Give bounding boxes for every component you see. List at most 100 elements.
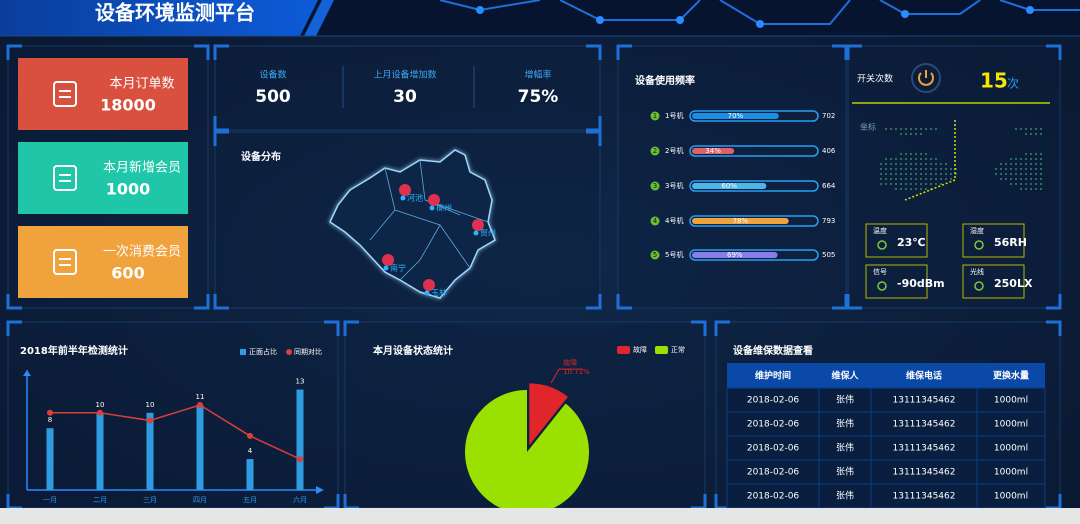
world-dot (910, 128, 912, 130)
world-dot (930, 178, 932, 180)
table-cell: 13111345462 (893, 444, 956, 454)
kpi-card (18, 58, 188, 130)
world-dot (925, 158, 927, 160)
kpi-icon (53, 165, 77, 191)
world-dot (1035, 168, 1037, 170)
usage-name: 5号机 (665, 250, 683, 259)
world-dot (1020, 158, 1022, 160)
legend-swatch (655, 346, 668, 354)
bar (96, 412, 104, 490)
bar (146, 412, 154, 490)
table-header-cell: 更换水量 (993, 370, 1029, 382)
usage-index: 4 (653, 217, 658, 225)
world-dot (905, 183, 907, 185)
header-stripe (304, 0, 334, 36)
header-nodes (476, 6, 1034, 28)
world-dot (925, 128, 927, 130)
world-dot (1030, 178, 1032, 180)
panel-corner (616, 44, 632, 60)
kpi-card (18, 226, 188, 298)
world-dot (1030, 133, 1032, 135)
world-dot (935, 163, 937, 165)
world-dot (910, 183, 912, 185)
world-dot (880, 178, 882, 180)
world-dot (1025, 163, 1027, 165)
switch-unit: 次 (1007, 77, 1019, 91)
world-dot (950, 168, 952, 170)
legend-label: 同期对比 (294, 347, 322, 356)
usage-name: 2号机 (665, 146, 683, 155)
world-dot (1035, 153, 1037, 155)
world-dot (915, 178, 917, 180)
world-dot (1015, 128, 1017, 130)
world-dot (1030, 168, 1032, 170)
table-row (726, 459, 1046, 485)
stat-label: 设备数 (259, 69, 286, 81)
usage-track (689, 145, 819, 157)
bar-label: 4 (248, 447, 253, 455)
world-dot (885, 163, 887, 165)
world-dot (945, 168, 947, 170)
world-dot (1020, 168, 1022, 170)
world-dot (900, 178, 902, 180)
world-dot (925, 178, 927, 180)
bar-label: 11 (196, 393, 205, 401)
kpi-label: 本月订单数 (109, 77, 174, 92)
map-pin (382, 254, 394, 266)
map-pin (428, 194, 440, 206)
table-cell: 13111345462 (893, 468, 956, 478)
sensor-value: 250LX (994, 277, 1033, 290)
usage-percent: 60% (721, 182, 737, 190)
map-dot (429, 205, 435, 211)
world-dot (1020, 183, 1022, 185)
table-cell: 1000ml (994, 444, 1028, 454)
chart-title: 本月设备状态统计 (373, 344, 453, 357)
bar-label: 13 (296, 378, 305, 386)
world-dot (1040, 168, 1042, 170)
usage-index-dot (650, 250, 660, 260)
usage-index: 3 (653, 182, 657, 190)
sensor-label: 温度 (873, 226, 887, 235)
world-dot (885, 128, 887, 130)
panel-corner (6, 294, 22, 310)
world-dot (935, 128, 937, 130)
world-dot (1025, 183, 1027, 185)
panel (617, 45, 847, 309)
table-cell: 2018-02-06 (747, 396, 800, 406)
world-dot (930, 168, 932, 170)
usage-percent: 78% (733, 217, 749, 225)
usage-bar (692, 218, 789, 224)
world-dot (1015, 168, 1017, 170)
world-dot (950, 178, 952, 180)
table-cell: 2018-02-06 (747, 444, 800, 454)
map-dot (383, 265, 389, 271)
world-dot (1040, 153, 1042, 155)
bar (296, 389, 304, 490)
sensor-icon (877, 240, 887, 250)
world-dot (880, 163, 882, 165)
world-dot (915, 153, 917, 155)
world-dot (885, 168, 887, 170)
table-cell: 13111345462 (893, 420, 956, 430)
usage-index: 5 (653, 251, 657, 259)
world-dot (900, 133, 902, 135)
world-dot (1040, 178, 1042, 180)
sensor-label: 光线 (970, 267, 984, 276)
panel (847, 45, 1061, 309)
table-row (726, 387, 1046, 413)
map-pin (399, 184, 411, 196)
world-dot (925, 173, 927, 175)
panel-corner (846, 294, 862, 310)
world-dot (1030, 188, 1032, 190)
map-dot (424, 290, 430, 296)
power-ring (911, 63, 941, 93)
world-dot (940, 173, 942, 175)
world-dot (915, 158, 917, 160)
world-dot (920, 163, 922, 165)
world-dot (920, 168, 922, 170)
world-dot (1025, 188, 1027, 190)
bar-label: 8 (48, 416, 52, 424)
world-dot (920, 173, 922, 175)
world-dot (1040, 188, 1042, 190)
